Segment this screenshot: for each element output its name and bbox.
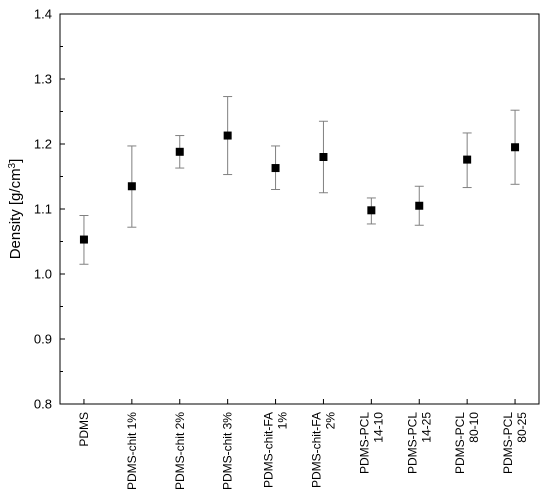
y-tick-label: 1.0 <box>34 267 52 282</box>
data-point-marker <box>223 131 232 140</box>
y-axis-ticks: 0.8 0.9 1.0 1.1 1.2 1.3 1.4 <box>34 7 65 412</box>
y-tick-label: 1.4 <box>34 7 52 22</box>
x-category-label: PDMS-chit 3% <box>221 412 235 490</box>
x-category-label: PDMS-PCL <box>405 412 419 474</box>
x-category-label: PDMS-chit-FA <box>309 412 323 488</box>
y-axis-title: Density [g/cm3] <box>7 159 25 260</box>
x-axis-ticks <box>83 399 516 404</box>
x-category-label: 80-25 <box>515 412 529 443</box>
y-axis-title-main: Density [g/cm <box>7 168 24 259</box>
x-category-label: PDMS-PCL <box>453 412 467 474</box>
x-category-label: 14-25 <box>419 412 433 443</box>
x-category-label: PDMS-PCL <box>501 412 515 474</box>
x-category-label: 1% <box>276 412 290 430</box>
plot-area <box>59 13 540 405</box>
data-point-marker <box>463 155 472 164</box>
y-tick-label: 0.8 <box>34 397 52 412</box>
x-category-label: PDMS-chit-FA <box>262 412 276 488</box>
data-point-marker <box>367 206 376 215</box>
y-tick-label: 0.9 <box>34 332 52 347</box>
y-tick-label: 1.2 <box>34 137 52 152</box>
data-markers <box>79 131 520 244</box>
data-point-marker <box>79 235 88 244</box>
data-point-marker <box>175 147 184 156</box>
x-category-label: 14-10 <box>371 412 385 443</box>
y-axis-title-sup: 3 <box>7 162 18 168</box>
data-point-marker <box>511 143 520 152</box>
x-category-label: 80-10 <box>467 412 481 443</box>
data-point-marker <box>415 201 424 210</box>
y-tick-label: 1.3 <box>34 72 52 87</box>
y-axis-title-tail: ] <box>7 159 24 163</box>
data-point-marker <box>127 182 136 191</box>
data-point-marker <box>271 164 280 173</box>
x-category-label: PDMS <box>77 412 91 447</box>
x-category-label: PDMS-chit 2% <box>173 412 187 490</box>
x-category-label: PDMS-PCL <box>357 412 371 474</box>
x-category-label: 2% <box>323 412 337 430</box>
x-category-label: PDMS-chit 1% <box>125 412 139 490</box>
category-labels: PDMS PDMS-chit 1% PDMS-chit 2% PDMS-chit 3%… <box>77 412 529 490</box>
data-point-marker <box>319 153 328 161</box>
y-tick-label: 1.1 <box>34 202 52 217</box>
